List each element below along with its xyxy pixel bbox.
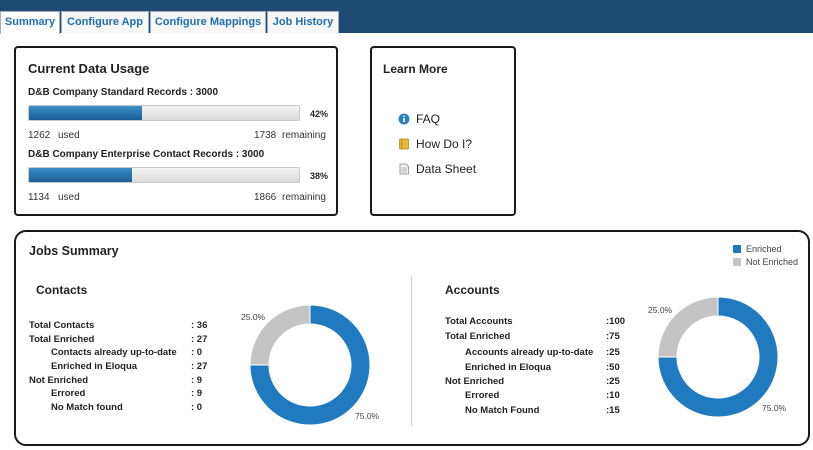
legend-not-enriched-label: Not Enriched — [746, 257, 799, 267]
standard-remaining-count: 1738 — [254, 130, 277, 141]
legend-not-enriched: Not Enriched — [733, 257, 798, 267]
enterprise-records-percent: 38% — [310, 171, 329, 181]
standard-records-percent: 42% — [310, 109, 329, 119]
enterprise-used-count: 1134 — [28, 192, 50, 203]
enterprise-remaining-count: 1866 — [254, 192, 277, 203]
stat-label: Total Contacts — [29, 320, 95, 331]
stat-value: :100 — [606, 316, 626, 327]
standard-remaining-label: remaining — [282, 130, 326, 141]
accounts-enriched-pct: 75.0% — [762, 403, 787, 413]
section-divider — [411, 276, 412, 426]
tab-configure-mappings[interactable]: Configure Mappings — [150, 11, 266, 33]
stat-label: Total Accounts — [445, 316, 513, 327]
accounts-not-enriched-slice — [657, 296, 719, 358]
stat-value: : 0 — [191, 402, 203, 413]
current-data-usage-panel: Current Data Usage D&B Company Standard … — [14, 46, 338, 216]
stat-label: No Match found — [51, 402, 123, 413]
contacts-title: Contacts — [36, 283, 88, 297]
standard-records-bar — [28, 105, 300, 121]
legend-not-enriched-swatch — [733, 258, 741, 266]
enterprise-used-label: used — [58, 192, 80, 203]
tab-job-history[interactable]: Job History — [267, 11, 339, 33]
document-icon — [399, 163, 409, 175]
stat-value: :25 — [606, 376, 620, 387]
panel-title: Learn More — [383, 62, 448, 76]
tab-configure-app[interactable]: Configure App — [61, 11, 149, 33]
stat-label: Errored — [51, 388, 86, 399]
faq-link[interactable]: FAQ — [398, 112, 440, 126]
accounts-donut-chart — [657, 296, 779, 418]
standard-records-bar-fill — [29, 106, 143, 120]
enterprise-records-bar-fill — [29, 168, 132, 182]
stat-value: :50 — [606, 362, 620, 373]
accounts-not-enriched-pct: 25.0% — [648, 305, 673, 315]
stat-label: No Match Found — [465, 405, 540, 416]
enterprise-records-bar — [28, 167, 300, 183]
stat-label: Enriched in Eloqua — [465, 362, 552, 373]
how-do-i-link[interactable]: How Do I? — [398, 137, 472, 151]
contacts-donut-chart — [249, 304, 371, 426]
contacts-enriched-pct: 75.0% — [355, 411, 380, 421]
stat-value: : 9 — [191, 388, 203, 399]
legend-enriched: Enriched — [733, 244, 782, 254]
stat-value: : 27 — [191, 334, 208, 345]
contacts-not-enriched-pct: 25.0% — [241, 312, 266, 322]
stat-label: Accounts already up-to-date — [465, 347, 594, 358]
enterprise-records-label: D&B Company Enterprise Contact Records :… — [28, 149, 265, 160]
info-icon — [398, 113, 410, 125]
stat-label: Total Enriched — [29, 334, 95, 345]
accounts-title: Accounts — [445, 283, 500, 297]
book-icon — [399, 138, 409, 150]
standard-records-label: D&B Company Standard Records : 3000 — [28, 87, 219, 98]
stat-label: Not Enriched — [29, 375, 89, 386]
legend-enriched-label: Enriched — [746, 244, 782, 254]
stat-value: :15 — [606, 405, 620, 416]
faq-label: FAQ — [416, 112, 441, 126]
standard-used-count: 1262 — [28, 130, 51, 141]
tab-summary[interactable]: Summary — [0, 11, 60, 34]
stat-value: : 9 — [191, 375, 203, 386]
accounts-enriched-slice — [657, 296, 779, 418]
stat-value: : 36 — [191, 320, 208, 331]
stat-value: : 27 — [191, 361, 208, 372]
jobs-summary-title: Jobs Summary — [29, 244, 119, 258]
stat-label: Total Enriched — [445, 331, 511, 342]
contacts-enriched-slice — [249, 304, 371, 426]
legend-enriched-swatch — [733, 245, 741, 253]
stat-label: Errored — [465, 390, 500, 401]
data-sheet-link[interactable]: Data Sheet — [398, 162, 476, 176]
contacts-not-enriched-slice — [249, 304, 311, 366]
stat-value: : 0 — [191, 347, 203, 358]
stat-label: Enriched in Eloqua — [51, 361, 138, 372]
stat-label: Contacts already up-to-date — [51, 347, 177, 358]
data-sheet-label: Data Sheet — [416, 162, 477, 176]
enterprise-remaining-label: remaining — [282, 192, 326, 203]
learn-more-panel: Learn More FAQ How Do I? Data Sheet — [370, 46, 516, 216]
stat-value: :75 — [606, 331, 620, 342]
stat-label: Not Enriched — [445, 376, 505, 387]
stat-value: :10 — [606, 390, 620, 401]
stat-value: :25 — [606, 347, 620, 358]
panel-title: Current Data Usage — [28, 61, 150, 76]
how-do-i-label: How Do I? — [416, 137, 473, 151]
standard-used-label: used — [58, 130, 80, 141]
